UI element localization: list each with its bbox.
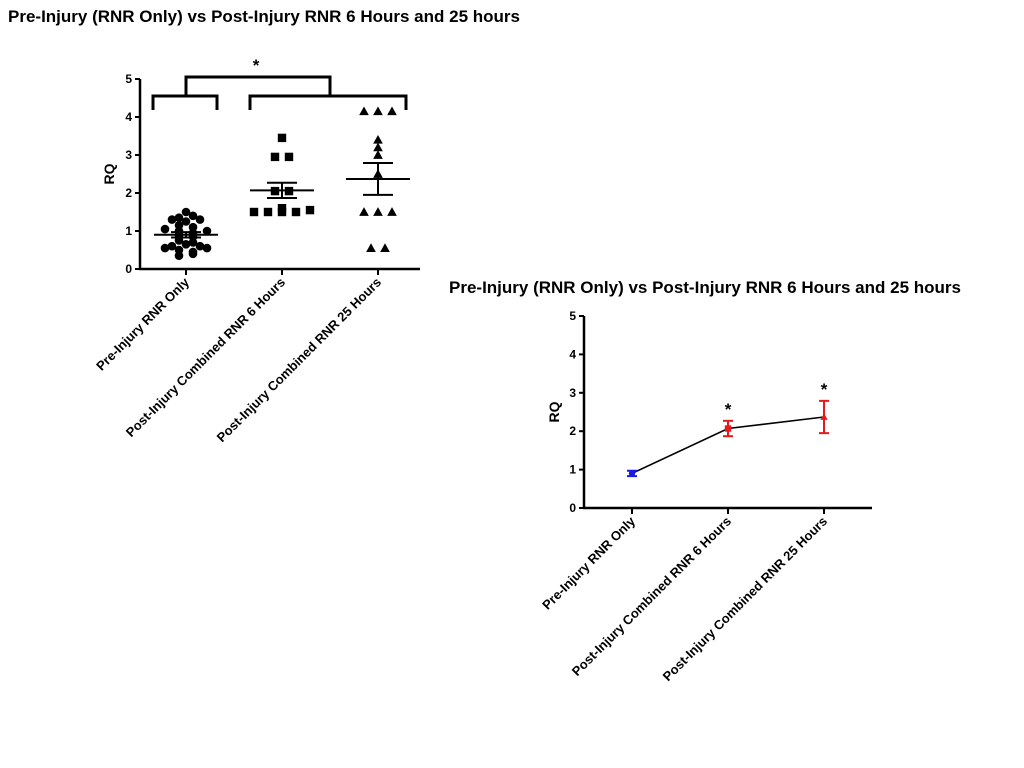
data-point bbox=[291, 207, 301, 217]
data-point bbox=[387, 106, 397, 116]
data-point bbox=[373, 106, 383, 116]
data-point bbox=[202, 243, 212, 253]
data-point bbox=[373, 142, 383, 152]
y-tick-label: 5 bbox=[569, 309, 576, 323]
chart2-x-tick-label: Post-Injury Combined RNR 25 Hours bbox=[660, 514, 830, 684]
data-point bbox=[202, 226, 212, 236]
data-point bbox=[181, 240, 191, 249]
data-point bbox=[277, 207, 287, 217]
data-point bbox=[188, 211, 198, 221]
data-point bbox=[195, 215, 205, 224]
y-tick-label: 4 bbox=[125, 110, 132, 124]
data-point bbox=[195, 241, 205, 251]
data-point bbox=[277, 133, 287, 143]
data-point bbox=[820, 413, 828, 420]
y-tick-label: 2 bbox=[569, 424, 576, 438]
data-point bbox=[387, 207, 397, 216]
data-point bbox=[359, 106, 369, 116]
y-tick-label: 3 bbox=[125, 148, 132, 162]
data-point bbox=[284, 152, 294, 162]
data-point bbox=[724, 425, 732, 432]
y-tick-label: 0 bbox=[125, 262, 132, 276]
data-point bbox=[188, 249, 198, 259]
chart1-title: Pre-Injury (RNR Only) vs Post-Injury RNR… bbox=[8, 7, 520, 26]
data-point bbox=[373, 150, 383, 159]
significance-bracket-right bbox=[248, 94, 408, 110]
y-tick-label: 2 bbox=[125, 186, 132, 200]
significance-bracket-top bbox=[184, 75, 332, 96]
data-point bbox=[188, 238, 198, 247]
data-point bbox=[160, 243, 170, 253]
data-point bbox=[263, 207, 273, 217]
data-point bbox=[181, 207, 191, 217]
significance-asterisk: * bbox=[725, 400, 732, 419]
y-axis-label: RQ bbox=[101, 163, 117, 184]
series-group-triangle bbox=[359, 106, 397, 252]
data-point bbox=[160, 224, 170, 234]
data-point bbox=[167, 241, 177, 251]
chart2-x-tick-label: Pre-Injury RNR Only bbox=[539, 513, 639, 613]
data-point bbox=[181, 217, 191, 226]
chart2-title: Pre-Injury (RNR Only) vs Post-Injury RNR… bbox=[449, 278, 961, 297]
data-point bbox=[249, 207, 259, 217]
data-point bbox=[359, 207, 369, 216]
y-tick-label: 1 bbox=[569, 463, 576, 477]
data-point bbox=[373, 207, 383, 216]
chart2-x-tick-label: Post-Injury Combined RNR 6 Hours bbox=[569, 514, 734, 679]
data-point bbox=[174, 251, 184, 260]
data-point bbox=[366, 243, 376, 252]
data-point bbox=[167, 215, 177, 224]
significance-asterisk: * bbox=[253, 56, 260, 75]
data-point bbox=[628, 470, 636, 477]
data-point bbox=[380, 243, 390, 252]
y-tick-label: 5 bbox=[125, 72, 132, 86]
y-tick-label: 4 bbox=[569, 347, 576, 361]
y-tick-label: 1 bbox=[125, 224, 132, 238]
y-axis-label: RQ bbox=[546, 401, 562, 422]
data-point bbox=[270, 152, 280, 162]
data-point bbox=[174, 213, 184, 222]
y-tick-label: 3 bbox=[569, 386, 576, 400]
data-point bbox=[305, 205, 315, 215]
significance-asterisk: * bbox=[821, 380, 828, 399]
y-tick-label: 0 bbox=[569, 501, 576, 515]
data-point bbox=[373, 134, 383, 144]
